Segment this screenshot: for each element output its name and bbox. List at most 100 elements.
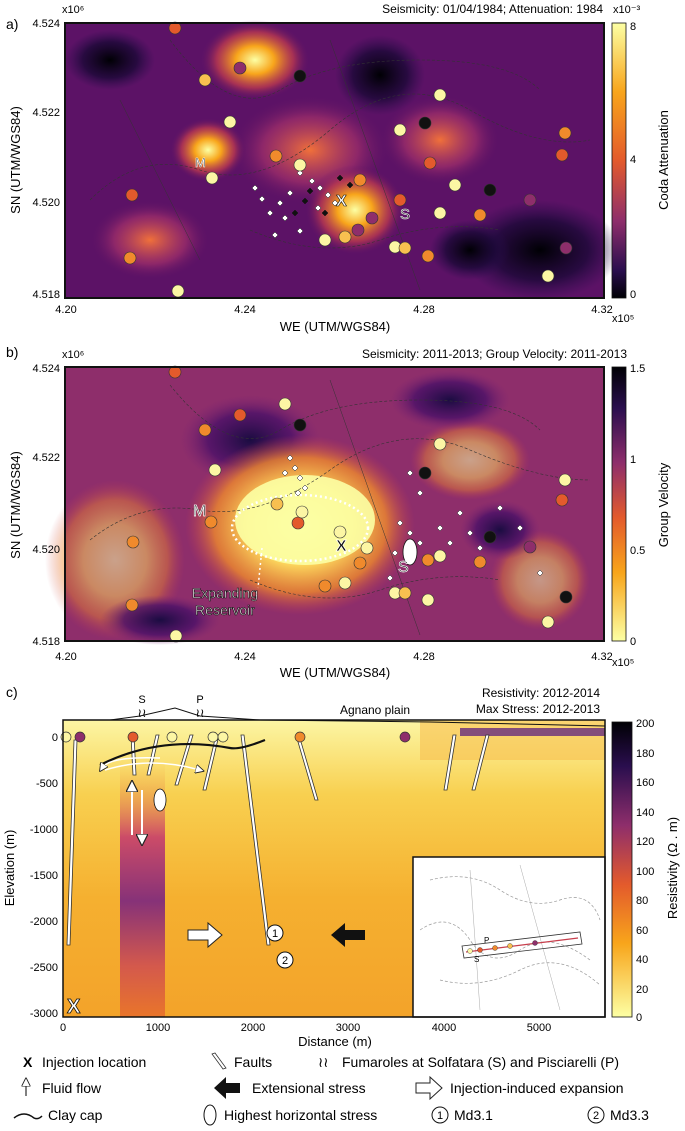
panel-c-x-tick: 3000: [336, 1022, 360, 1034]
panel-c-ylabel: Elevation (m): [2, 830, 17, 907]
panel-a-colorbar-exponent: x10⁻³: [613, 4, 641, 16]
legend-highest-stress-label: Highest horizontal stress: [224, 1107, 377, 1123]
panel-c-cbar-tick: 160: [636, 777, 654, 789]
panel-c-inset-map: S P: [412, 856, 606, 1018]
legend-md31-number: 1: [437, 1110, 443, 1122]
panel-b-marker-m: M: [193, 503, 206, 520]
panel-c-x-tick: 5000: [527, 1022, 551, 1034]
panel-a-cbar-tick: 4: [630, 154, 636, 166]
panel-c-cbar-tick: 180: [636, 748, 654, 760]
panel-c-cbar-tick: 0: [636, 1012, 642, 1024]
panel-c-cbar-tick: 140: [636, 807, 654, 819]
panel-a-y-tick: 4.522: [32, 107, 60, 119]
panel-c-y-tick: -500: [36, 778, 58, 790]
panel-a-y-tick: 4.520: [32, 197, 60, 209]
event-md31-number: 1: [272, 928, 278, 940]
panel-a-y-exponent: x10⁶: [62, 4, 84, 16]
panel-c-y-tick: -2500: [30, 962, 58, 974]
legend-fault-icon: [211, 1052, 227, 1070]
panel-b-y-tick: 4.518: [32, 636, 60, 648]
highest-stress-ellipse-c: [153, 788, 167, 812]
panel-b-colorbar: [611, 366, 627, 642]
panel-a-x-tick: 4.20: [55, 304, 76, 316]
panel-a-xlabel: WE (UTM/WGS84): [280, 319, 391, 334]
panel-b-x-exponent: x10⁵: [612, 657, 634, 669]
panel-a-marker-s: S: [400, 206, 410, 223]
panel-a-x-tick: 4.28: [413, 304, 434, 316]
panel-b-y-tick: 4.522: [32, 452, 60, 464]
panel-a-map: M X S: [64, 20, 620, 300]
panel-b-y-tick: 4.520: [32, 544, 60, 556]
panel-c-y-tick: -3000: [30, 1008, 58, 1020]
panel-b-x-tick: 4.24: [234, 651, 255, 663]
panel-b: b) x10⁶ Seismicity: 2011-2013; Group Vel…: [6, 344, 671, 680]
legend: X Injection location Faults ≀≀ Fumaroles…: [13, 1052, 649, 1126]
panel-a-x-tick: 4.32: [591, 304, 612, 316]
legend-md31-label: Md3.1: [454, 1107, 493, 1123]
panel-b-colorbar-ticks: 1.5 1 0.5 0: [630, 363, 645, 648]
panel-a-stations: [123, 21, 573, 298]
legend-md31: 1 Md3.1: [431, 1106, 493, 1124]
panel-b-stations: [125, 365, 573, 643]
panel-c-y-tick: -1500: [30, 870, 58, 882]
panel-c-cbar-tick: 200: [636, 718, 654, 730]
panel-c-cbar-tick: 20: [636, 984, 648, 996]
panel-a-y-tick: 4.518: [32, 289, 60, 301]
panel-c-x-ticks: 0 1000 2000 3000 4000 5000: [60, 1022, 551, 1034]
panel-c-cbar-tick: 60: [636, 925, 648, 937]
legend-fluid-flow-label: Fluid flow: [42, 1080, 102, 1096]
panel-c-injection-x: X: [67, 996, 81, 1018]
event-md33: 2: [276, 951, 294, 969]
panel-b-y-ticks: 4.524 4.522 4.520 4.518: [32, 363, 60, 648]
legend-fumaroles-label: Fumaroles at Solfatara (S) and Pisciarel…: [342, 1054, 619, 1070]
panel-b-x-ticks: 4.20 4.24 4.28 4.32: [55, 651, 612, 663]
expanding-reservoir-outline: [230, 493, 370, 563]
panel-b-seismicity: [281, 454, 544, 582]
panel-c-cbar-tick: 100: [636, 866, 654, 878]
panel-b-x-tick: 4.28: [413, 651, 434, 663]
panel-c-section: S ≀≀ P ≀≀ Agnano plain X 1 2: [60, 694, 606, 1018]
panel-a-colorbar-ticks: 8 4 0: [630, 21, 636, 301]
panel-b-y-tick: 4.524: [32, 363, 60, 375]
panel-a-title: Seismicity: 01/04/1984; Attenuation: 198…: [382, 2, 603, 16]
legend-md33-label: Md3.3: [610, 1107, 649, 1123]
panel-a-ylabel: SN (UTM/WGS84): [8, 106, 23, 214]
legend-fumarole-symbol: ≀≀: [318, 1054, 329, 1070]
panel-b-x-tick: 4.32: [591, 651, 612, 663]
fluid-flow-arrows: [132, 786, 142, 840]
legend-md33: 2 Md3.3: [587, 1106, 649, 1124]
fumarole-s-symbol: ≀≀: [138, 706, 147, 720]
event-md31: 1: [266, 924, 284, 942]
legend-clay-cap-label: Clay cap: [48, 1107, 103, 1123]
panel-b-map: M X S Expanding Reservoir: [45, 365, 605, 645]
panel-b-cbar-tick: 1: [630, 454, 636, 466]
fumarole-p-symbol: ≀≀: [196, 706, 205, 720]
agnano-plain-label: Agnano plain: [340, 703, 410, 717]
panel-b-x-tick: 4.20: [55, 651, 76, 663]
extensional-stress-arrow: [331, 923, 365, 947]
panel-a-cbar-tick: 8: [630, 21, 636, 33]
panel-b-marker-x: X: [336, 538, 347, 555]
fumarole-p-label: P: [196, 694, 203, 706]
highest-stress-ellipse-b: [402, 538, 418, 566]
panel-b-cbar-tick: 0: [630, 636, 636, 648]
panel-c-cbar-tick: 40: [636, 954, 648, 966]
panel-b-ylabel: SN (UTM/WGS84): [8, 451, 23, 559]
panel-a-marker-m: M: [195, 155, 206, 170]
panel-a: a) x10⁶ Seismicity: 01/04/1984; Attenuat…: [6, 2, 671, 334]
panel-c-y-tick: 0: [52, 732, 58, 744]
panel-b-label: b): [6, 344, 18, 360]
legend-injection-symbol: X: [23, 1054, 33, 1070]
panel-c-cbar-tick: 120: [636, 836, 654, 848]
panel-c: c) Resistivity: 2012-2014 Max Stress: 20…: [2, 684, 680, 1049]
event-md33-number: 2: [282, 955, 288, 967]
panel-c-y-tick: -2000: [30, 916, 58, 928]
legend-injection-label: Injection location: [42, 1054, 146, 1070]
panel-a-colorbar: [611, 22, 627, 299]
panel-c-x-tick: 0: [60, 1022, 66, 1034]
panel-a-seismicity-1984: [251, 169, 354, 239]
panel-c-y-tick: -1000: [30, 824, 58, 836]
inset-label-s: S: [474, 955, 479, 964]
panel-a-y-tick: 4.524: [32, 18, 60, 30]
